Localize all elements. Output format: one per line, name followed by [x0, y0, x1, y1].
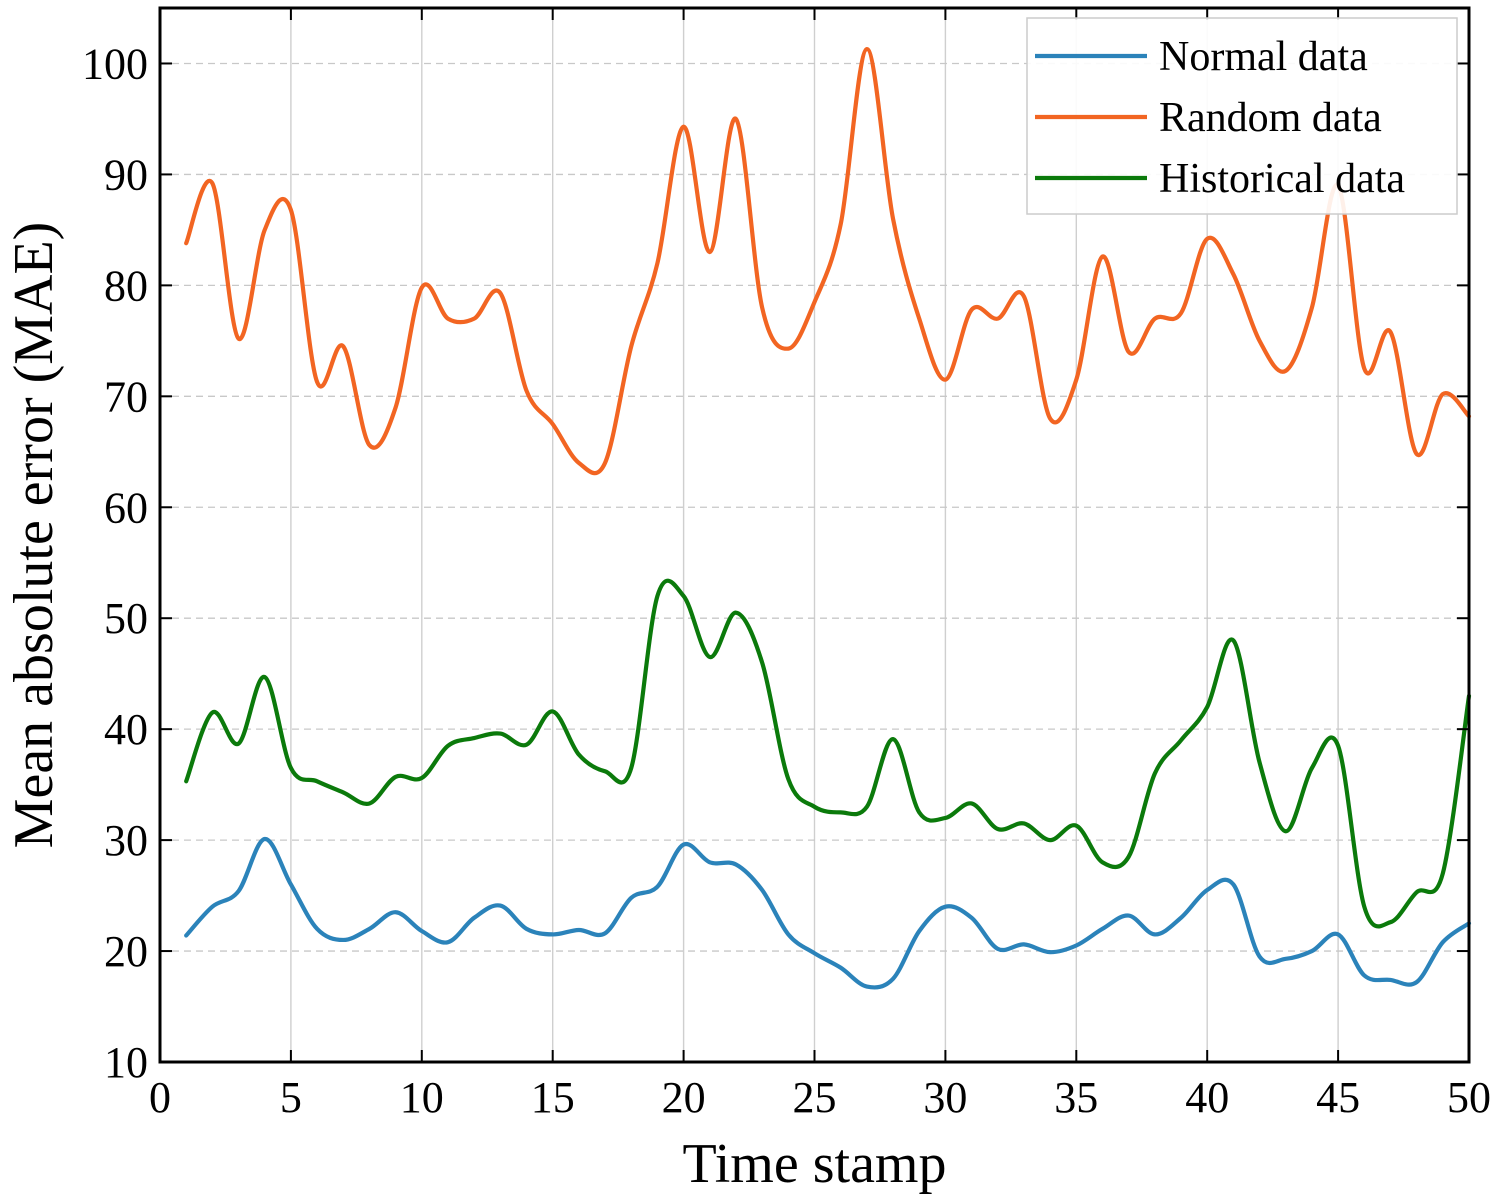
series-lines	[184, 46, 1472, 990]
legend-label-historical-data: Historical data	[1159, 156, 1405, 202]
series-line-historical-data	[184, 578, 1472, 929]
y-tick-label: 100	[82, 39, 148, 88]
x-tick-label: 25	[793, 1073, 837, 1122]
y-tick-label: 30	[104, 816, 148, 865]
x-tick-label: 35	[1054, 1073, 1098, 1122]
x-tick-label: 20	[662, 1073, 706, 1122]
axis-ticks: 0 5 10 15 20 25 30 35 40 45 50 10 20 30 40 50 60 70 80 90 10…	[82, 8, 1491, 1122]
y-tick-label: 60	[104, 483, 148, 532]
x-tick-label: 30	[923, 1073, 967, 1122]
y-tick-label: 20	[104, 927, 148, 976]
x-tick-label: 10	[400, 1073, 444, 1122]
x-tick-label: 50	[1447, 1073, 1491, 1122]
x-tick-label: 15	[531, 1073, 575, 1122]
plot-frame	[158, 6, 1471, 1064]
y-tick-label: 10	[104, 1038, 148, 1087]
legend-label-random-data: Random data	[1159, 95, 1382, 141]
y-tick-label: 40	[104, 705, 148, 754]
grid	[160, 8, 1469, 1062]
series-line-random-data	[184, 46, 1472, 476]
y-tick-label: 90	[104, 150, 148, 199]
y-tick-label: 80	[104, 261, 148, 310]
x-tick-label: 40	[1185, 1073, 1229, 1122]
x-axis-label: Time stamp	[683, 1133, 947, 1195]
y-axis-label: Mean absolute error (MAE)	[3, 222, 65, 849]
legend: Normal data Random data Historical data	[1026, 17, 1458, 215]
legend-label-normal-data: Normal data	[1159, 34, 1368, 80]
y-tick-label: 50	[104, 594, 148, 643]
x-tick-label: 0	[149, 1073, 171, 1122]
series-line-normal-data	[184, 836, 1472, 990]
x-tick-label: 5	[280, 1073, 302, 1122]
y-tick-label: 70	[104, 372, 148, 421]
x-tick-label: 45	[1316, 1073, 1360, 1122]
